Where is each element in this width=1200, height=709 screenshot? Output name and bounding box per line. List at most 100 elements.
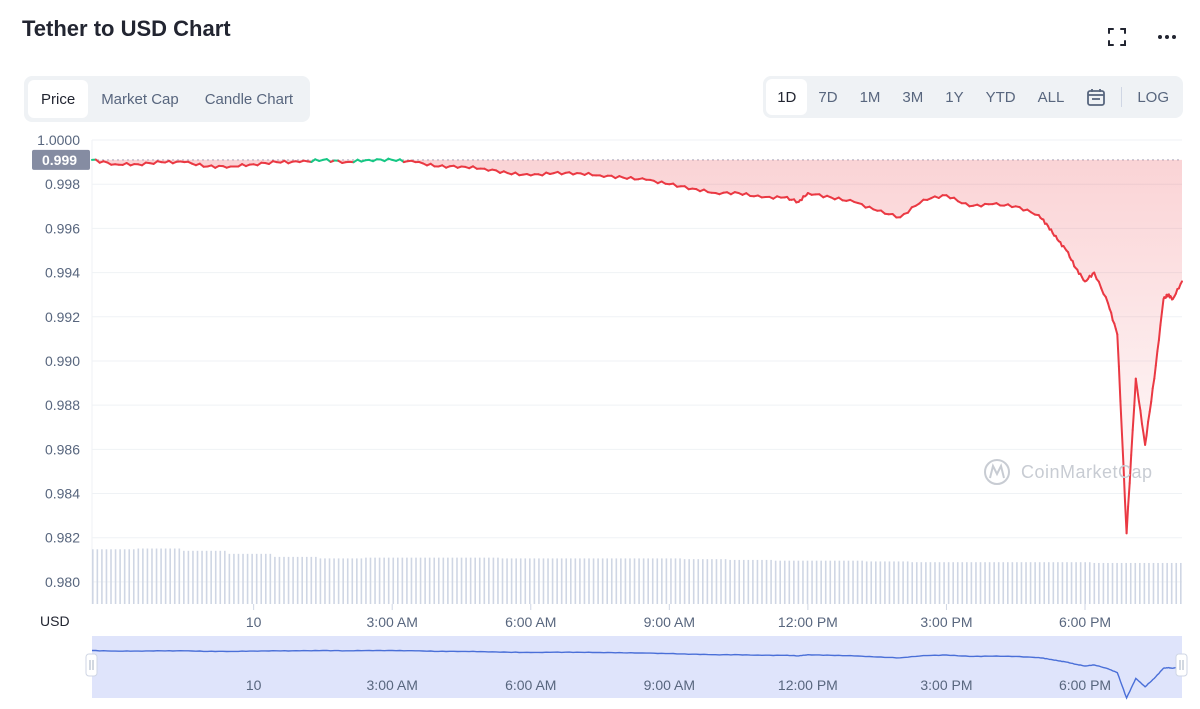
price-line-segment <box>1159 310 1163 327</box>
y-tick-label: 0.998 <box>45 176 80 192</box>
volume-bar <box>351 558 354 604</box>
volume-bar <box>610 558 613 604</box>
range-7d[interactable]: 7D <box>818 88 838 106</box>
volume-bar <box>483 557 486 604</box>
volume-bar <box>779 560 781 604</box>
price-line-segment <box>1097 280 1103 290</box>
volume-bar <box>742 559 745 604</box>
price-line-segment <box>1125 505 1130 535</box>
volume-bar <box>501 558 504 604</box>
volume-bar <box>733 559 736 604</box>
volume-bar <box>874 561 877 604</box>
volume-bar <box>893 561 895 604</box>
volume-bar <box>428 557 431 604</box>
tab-candle-chart[interactable]: Candle Chart <box>204 90 294 108</box>
volume-bar <box>383 557 385 604</box>
volume-bar <box>287 556 290 604</box>
volume-bar <box>920 562 923 604</box>
volume-bar <box>783 560 786 604</box>
volume-bar <box>146 548 149 604</box>
range-1m[interactable]: 1M <box>859 88 881 106</box>
volume-bar <box>1070 562 1073 604</box>
volume-bar <box>724 559 727 604</box>
volume-bar <box>378 557 381 604</box>
log-toggle[interactable]: LOG <box>1137 88 1169 106</box>
x-tick-label: 9:00 AM <box>644 614 695 630</box>
price-line-segment <box>1110 311 1114 322</box>
volume-bar <box>533 558 536 604</box>
volume-bar <box>1116 562 1118 604</box>
price-line-segment <box>1117 365 1122 403</box>
volume-bar <box>292 556 294 604</box>
price-line-segment <box>1154 350 1159 367</box>
volume-bar <box>1148 562 1150 604</box>
y-tick-label: 0.980 <box>45 574 80 590</box>
price-line-segment <box>1156 339 1160 352</box>
volume-bar <box>356 558 358 604</box>
range-all[interactable]: ALL <box>1037 88 1065 106</box>
volume-bar <box>806 560 809 604</box>
volume-bar <box>1002 562 1005 604</box>
volume-bar <box>242 553 244 604</box>
volume-bar <box>424 557 426 604</box>
volume-bar <box>979 562 982 604</box>
tab-market-cap[interactable]: Market Cap <box>101 90 179 108</box>
volume-bar <box>283 556 285 604</box>
volume-bar <box>702 559 704 604</box>
volume-bar <box>770 559 772 604</box>
range-ytd[interactable]: YTD <box>985 88 1016 106</box>
volume-bar <box>1152 562 1155 604</box>
tab-price[interactable]: Price <box>28 80 89 118</box>
volume-bar <box>169 548 171 604</box>
volume-bar <box>797 560 800 604</box>
range-3m[interactable]: 3M <box>902 88 924 106</box>
volume-bar <box>192 550 194 604</box>
navigator-x-tick-label: 6:00 PM <box>1059 677 1111 693</box>
navigator-line <box>92 649 1183 700</box>
range-navigator[interactable]: 10 3:00 AM 6:00 AM 9:00 AM 12:00 PM 3:00 PM 6:… <box>85 636 1188 700</box>
x-axis: 10 3:00 AM 6:00 AM 9:00 AM 12:00 PM 3:00 PM 6:… <box>246 604 1111 630</box>
volume-bar <box>465 557 467 604</box>
navigator-left-handle[interactable] <box>85 653 98 677</box>
volume-bar <box>301 556 304 604</box>
price-line-segment <box>1145 420 1150 437</box>
price-line-segment <box>1100 287 1105 295</box>
volume-bar <box>374 557 376 604</box>
more-dots-icon[interactable] <box>1156 26 1178 48</box>
price-line-segment <box>1139 409 1143 425</box>
price-line-segment <box>1141 423 1145 435</box>
range-1d[interactable]: 1D <box>766 79 808 115</box>
volume-bar <box>601 558 604 604</box>
volume-bar <box>852 560 854 604</box>
calendar-icon[interactable] <box>1075 79 1117 115</box>
volume-bar <box>328 558 331 604</box>
volume-bar <box>237 553 240 604</box>
volume-bar <box>947 562 950 604</box>
volume-bar <box>474 557 476 604</box>
volume-bar <box>629 558 631 604</box>
volume-bar <box>911 562 914 604</box>
volume-bar <box>952 562 954 604</box>
volume-bar <box>515 558 517 604</box>
price-line-segment <box>1134 377 1139 392</box>
volume-bar <box>1025 562 1027 604</box>
volume-bar <box>1120 562 1123 604</box>
volume-bar <box>1047 562 1050 604</box>
volume-bar <box>1170 562 1173 604</box>
volume-bar <box>160 548 162 604</box>
volume-bar <box>938 562 941 604</box>
range-1y[interactable]: 1Y <box>945 88 964 106</box>
volume-bar <box>747 559 750 604</box>
volume-bar <box>524 558 527 604</box>
volume-bar <box>488 557 490 604</box>
x-tick-label: 6:00 AM <box>505 614 556 630</box>
navigator-right-handle[interactable] <box>1175 653 1188 677</box>
volume-bar <box>442 557 445 604</box>
volume-bar <box>1079 562 1082 604</box>
volume-bar <box>988 562 991 604</box>
volume-bar <box>961 562 964 604</box>
volume-bar <box>101 549 103 604</box>
chart-toolbar <box>1106 26 1178 48</box>
fullscreen-icon[interactable] <box>1106 26 1128 48</box>
